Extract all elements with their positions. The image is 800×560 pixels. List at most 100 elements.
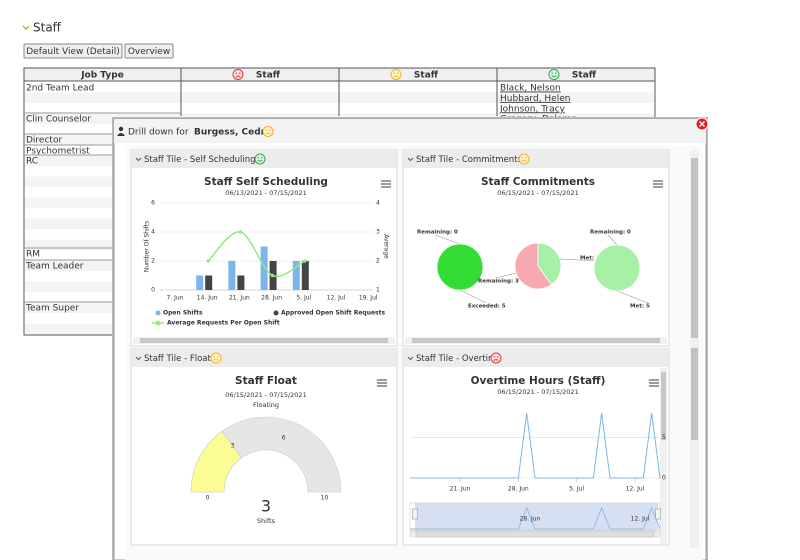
tile-title: Staff Tile - Overtime	[416, 354, 502, 364]
smiley-face	[262, 126, 274, 137]
legend-label: Approved Open Shift Requests	[281, 310, 385, 317]
smiley-mouth	[493, 359, 499, 361]
tile-title: Staff Tile - Self Scheduling	[144, 155, 256, 165]
smiley-eye	[239, 72, 241, 74]
y-tick-label: 2	[151, 258, 155, 265]
scrollbar-thumb[interactable]	[691, 158, 698, 338]
smiley-eye	[257, 157, 259, 159]
job-type: Team Leader	[25, 262, 84, 272]
job-type: RC	[26, 157, 38, 167]
data-label-connector	[616, 290, 649, 304]
line-point	[206, 259, 210, 263]
pie-slice	[436, 243, 484, 291]
column-header: Job Type	[80, 71, 124, 81]
user-icon-head	[118, 126, 124, 132]
navigator-handle[interactable]	[655, 508, 661, 520]
data-label: Met: 2	[580, 256, 600, 262]
staff-link[interactable]: Johnson, Tracy	[499, 104, 566, 114]
collapse-chevron	[22, 25, 30, 30]
tile-scrollbar-thumb[interactable]	[412, 338, 660, 343]
bar	[205, 275, 213, 290]
smiley-icon	[390, 69, 402, 80]
navigator-scrollbar-thumb[interactable]	[415, 530, 655, 538]
smiley-eye	[269, 129, 271, 131]
bar	[301, 261, 309, 290]
smiley-face	[210, 352, 222, 364]
tile-header	[403, 349, 669, 367]
staff-link[interactable]: Hubbard, Helen	[500, 94, 570, 104]
chart-subtitle: 06/13/2021 - 07/15/2021	[225, 189, 306, 197]
tile-chevron	[407, 356, 414, 361]
data-label: Remaining: 0	[590, 230, 631, 236]
smiley-icon	[518, 153, 530, 165]
smiley-face	[390, 69, 402, 80]
smiley-eye	[397, 72, 399, 74]
button-label: Default View (Detail)	[26, 47, 120, 57]
tile-header	[131, 349, 397, 367]
smiley-icon	[262, 126, 274, 137]
overtime-line	[410, 413, 661, 479]
column-header: Staff	[572, 71, 597, 81]
smiley-eye	[217, 356, 219, 358]
tile-chevron	[135, 356, 142, 361]
job-type: Psychometrist	[26, 147, 90, 157]
legend-symbol	[155, 310, 161, 316]
staff-link[interactable]: Black, Nelson	[500, 84, 561, 94]
chart-title: Overtime Hours (Staff)	[471, 375, 606, 387]
button[interactable]	[124, 43, 174, 59]
x-tick-label: 7. Jun	[166, 295, 183, 302]
data-label-connector	[434, 234, 461, 245]
smiley-face	[490, 352, 502, 364]
smiley-icon	[548, 69, 560, 80]
job-type: Director	[26, 136, 62, 146]
tile-chevron	[407, 157, 414, 162]
gauge-unit: Shifts	[257, 517, 276, 525]
tile-header	[403, 150, 669, 168]
y2-tick-label: 1	[376, 287, 380, 294]
navigator-selection[interactable]	[415, 503, 658, 530]
job-type: Team Super	[25, 304, 79, 314]
column-header: Staff	[256, 71, 281, 81]
tile-chevron	[135, 157, 142, 162]
smiley-eye	[213, 356, 215, 358]
smiley-face	[254, 153, 266, 165]
chart-subtitle: 06/15/2021 - 07/15/2021	[497, 388, 578, 396]
data-label: Remaining: 0	[417, 230, 458, 236]
chart-subtitle: 06/15/2021 - 07/15/2021	[497, 189, 578, 197]
smiley-face	[232, 69, 244, 80]
bar	[260, 246, 268, 290]
bar	[292, 261, 300, 290]
bar	[237, 275, 245, 290]
chart-title: Staff Float	[235, 375, 297, 387]
chart-title: Staff Commitments	[481, 176, 595, 188]
gauge-value-band	[190, 430, 242, 493]
smiley-mouth	[551, 75, 557, 78]
smiley-eye	[393, 72, 395, 74]
data-label-connector	[607, 234, 618, 246]
tile-scrollbar-thumb[interactable]	[661, 372, 666, 440]
navigator-handle[interactable]	[412, 508, 418, 520]
smiley-eye	[521, 157, 523, 159]
legend-symbol	[273, 310, 279, 316]
line-point	[238, 230, 243, 234]
modal-header	[114, 119, 706, 143]
navigator-line	[410, 506, 661, 530]
data-label: Remaining: 3	[478, 279, 519, 285]
navigator-label: 12. Jul	[631, 516, 650, 523]
button[interactable]	[23, 43, 123, 59]
tile-scrollbar-thumb[interactable]	[140, 338, 388, 343]
x-tick-label: 28. Jun	[508, 486, 529, 493]
legend-symbol	[155, 320, 161, 326]
y-tick-label: 0	[151, 287, 155, 294]
line-point	[270, 273, 275, 278]
x-tick-label: 5. Jul	[569, 486, 584, 493]
gauge-tick-label: 0	[206, 495, 210, 502]
legend-label: Open Shifts	[163, 310, 203, 317]
bar	[228, 261, 236, 290]
y-tick-label: 5	[662, 434, 666, 441]
close-x	[699, 121, 705, 127]
y2-axis-label: Average	[383, 234, 390, 259]
navigator-label: 28. Jun	[520, 516, 541, 523]
scrollbar-thumb[interactable]	[691, 348, 698, 440]
